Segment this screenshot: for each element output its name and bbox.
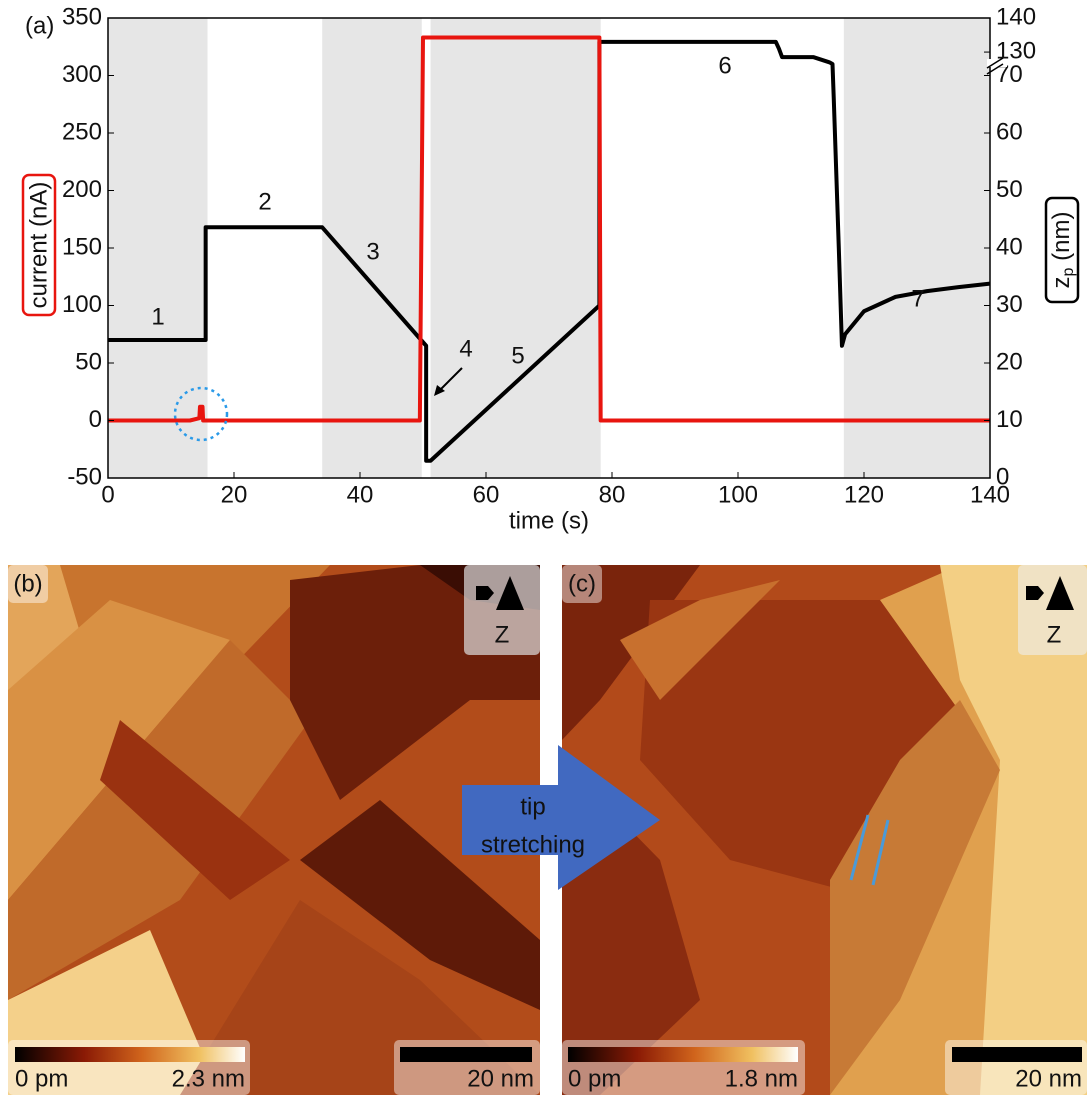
z-label: Z <box>1047 621 1062 648</box>
panel-label: (b) <box>13 570 42 597</box>
figure: 020406080100120140-500501001502002503003… <box>0 0 1087 1095</box>
y-axis-label-group: current (nA) <box>23 175 55 315</box>
y-tick-label: -50 <box>67 463 102 490</box>
y2-tick-label: 10 <box>996 406 1023 433</box>
y-tick-label: 150 <box>62 233 102 260</box>
y-tick-label: 300 <box>62 61 102 88</box>
y2-tick-label: 20 <box>996 348 1023 375</box>
y2-tick-label: 0 <box>996 463 1009 490</box>
x-tick-label: 80 <box>599 481 626 508</box>
y-tick-label: 0 <box>89 406 102 433</box>
y2-tick-label: 30 <box>996 291 1023 318</box>
colorbar-max: 2.3 nm <box>172 1065 245 1092</box>
panel-label: (a) <box>25 12 54 39</box>
y2-axis-label: zp (nm) <box>1048 212 1077 289</box>
y2-tick-label: 50 <box>996 176 1023 203</box>
annotation: 5 <box>511 342 524 369</box>
colorbar <box>15 1047 245 1062</box>
x-tick-label: 60 <box>473 481 500 508</box>
annotation: 2 <box>258 188 271 215</box>
afm-image-b <box>8 565 540 1095</box>
z-label: Z <box>495 621 510 648</box>
annotation: 3 <box>366 238 379 265</box>
shaded-region <box>108 18 208 478</box>
y-tick-label: 350 <box>62 3 102 30</box>
annotation: 1 <box>151 303 164 330</box>
annotation: 7 <box>911 285 924 312</box>
scalebar-label: 20 nm <box>1015 1065 1082 1092</box>
y2-tick-label: 40 <box>996 233 1023 260</box>
scalebar <box>952 1047 1082 1062</box>
x-tick-label: 0 <box>101 481 114 508</box>
label-part: z <box>1048 276 1075 288</box>
y-tick-label: 50 <box>75 348 102 375</box>
x-tick-label: 100 <box>718 481 758 508</box>
shaded-region <box>844 18 990 478</box>
y2-tick-label: 140 <box>996 3 1036 30</box>
scalebar-label: 20 nm <box>467 1065 534 1092</box>
arrow-text: tip <box>520 793 545 820</box>
y-tick-label: 100 <box>62 291 102 318</box>
x-tick-label: 40 <box>347 481 374 508</box>
panel-label: (c) <box>568 570 596 597</box>
arrow-text: stretching <box>481 831 585 858</box>
colorbar-min: 0 pm <box>15 1065 68 1092</box>
x-tick-label: 20 <box>221 481 248 508</box>
y2-tick-label: 60 <box>996 118 1023 145</box>
colorbar <box>568 1047 798 1062</box>
label-part: p <box>1060 267 1077 276</box>
colorbar-max: 1.8 nm <box>725 1065 798 1092</box>
y-tick-label: 250 <box>62 118 102 145</box>
x-tick-label: 120 <box>844 481 884 508</box>
x-axis-label: time (s) <box>509 507 589 534</box>
y-tick-label: 200 <box>62 176 102 203</box>
label-part: (nm) <box>1048 212 1075 268</box>
scalebar <box>400 1047 532 1062</box>
annotation: 4 <box>459 335 472 362</box>
y2-axis-label-group: zp (nm) <box>1046 198 1078 302</box>
annotation: 6 <box>718 52 731 79</box>
colorbar-min: 0 pm <box>568 1065 621 1092</box>
y-axis-label: current (nA) <box>25 182 52 309</box>
shaded-region <box>431 18 601 478</box>
